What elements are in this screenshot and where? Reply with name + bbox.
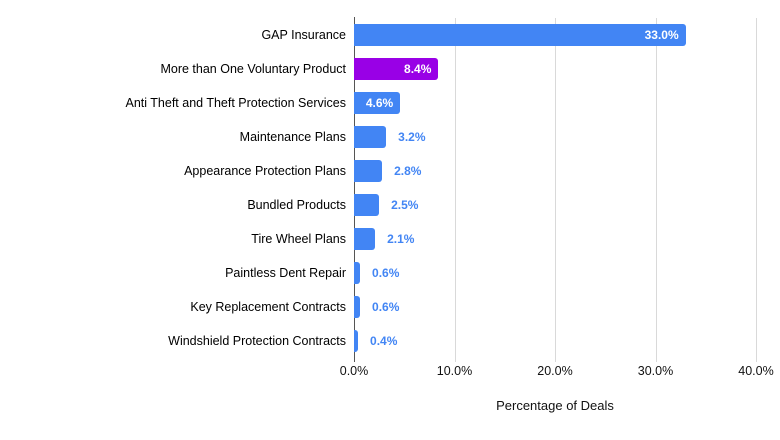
- bar: [354, 92, 401, 114]
- bar: [354, 160, 383, 182]
- bar-row: Key Replacement Contracts 0.6%: [0, 290, 780, 324]
- y-axis-line: [354, 17, 355, 362]
- bar: [354, 330, 359, 352]
- bar-track: 3.2%: [354, 120, 756, 154]
- bar-track: 2.1%: [354, 222, 756, 256]
- value-label: 0.6%: [372, 300, 400, 314]
- bar-row: Appearance Protection Plans 2.8%: [0, 154, 780, 188]
- category-label: Bundled Products: [247, 198, 346, 212]
- bar: [354, 58, 439, 80]
- bar-track: 2.5%: [354, 188, 756, 222]
- bar-row: Paintless Dent Repair 0.6%: [0, 256, 780, 290]
- bar-track: 0.6%: [354, 256, 756, 290]
- value-label: 2.1%: [387, 232, 415, 246]
- category-label: Paintless Dent Repair: [225, 266, 346, 280]
- value-label: 2.8%: [394, 164, 422, 178]
- bar-track: 33.0%: [354, 18, 756, 52]
- value-label: 2.5%: [391, 198, 419, 212]
- category-label: More than One Voluntary Product: [160, 62, 346, 76]
- category-label: Tire Wheel Plans: [251, 232, 346, 246]
- value-label: 0.6%: [372, 266, 400, 280]
- value-label: 33.0%: [644, 28, 679, 42]
- x-tick-label: 40.0%: [738, 364, 774, 378]
- bar-track: 0.4%: [354, 324, 756, 358]
- bar-track: 2.8%: [354, 154, 756, 188]
- category-label: Key Replacement Contracts: [190, 300, 346, 314]
- bar-row: Tire Wheel Plans 2.1%: [0, 222, 780, 256]
- category-label: Windshield Protection Contracts: [168, 334, 346, 348]
- bar-row: More than One Voluntary Product 8.4%: [0, 52, 780, 86]
- category-label: Anti Theft and Theft Protection Services: [125, 96, 347, 110]
- bar-track: 0.6%: [354, 290, 756, 324]
- category-label: Appearance Protection Plans: [184, 164, 346, 178]
- x-tick-label: 30.0%: [637, 364, 674, 378]
- bar: [354, 296, 361, 318]
- bar: [354, 24, 686, 46]
- bar-row: Maintenance Plans 3.2%: [0, 120, 780, 154]
- x-axis-tick-labels: 0.0% 10.0% 20.0% 30.0% 40.0%: [340, 364, 774, 380]
- value-label: 3.2%: [398, 130, 426, 144]
- bar-row: Anti Theft and Theft Protection Services…: [0, 86, 780, 120]
- bar-row: Windshield Protection Contracts 0.4%: [0, 324, 780, 358]
- value-label: 0.4%: [370, 334, 398, 348]
- x-axis-title: Percentage of Deals: [496, 398, 614, 413]
- bar-row: Bundled Products 2.5%: [0, 188, 780, 222]
- bar-row: GAP Insurance 33.0%: [0, 18, 780, 52]
- x-tick-label: 0.0%: [339, 364, 369, 378]
- category-label: Maintenance Plans: [239, 130, 346, 144]
- bar: [354, 194, 380, 216]
- bar: [354, 262, 361, 284]
- bar: [354, 126, 387, 148]
- category-label: GAP Insurance: [261, 28, 346, 42]
- bar: [354, 228, 376, 250]
- bar-track: 8.4%: [354, 52, 756, 86]
- value-label: 4.6%: [365, 96, 394, 110]
- bar-track: 4.6%: [354, 86, 756, 120]
- x-tick-label: 20.0%: [537, 364, 573, 378]
- bar-rows: GAP Insurance 33.0% More than One Voluntar…: [0, 18, 780, 358]
- value-label: 8.4%: [404, 62, 432, 76]
- x-tick-label: 10.0%: [436, 364, 473, 378]
